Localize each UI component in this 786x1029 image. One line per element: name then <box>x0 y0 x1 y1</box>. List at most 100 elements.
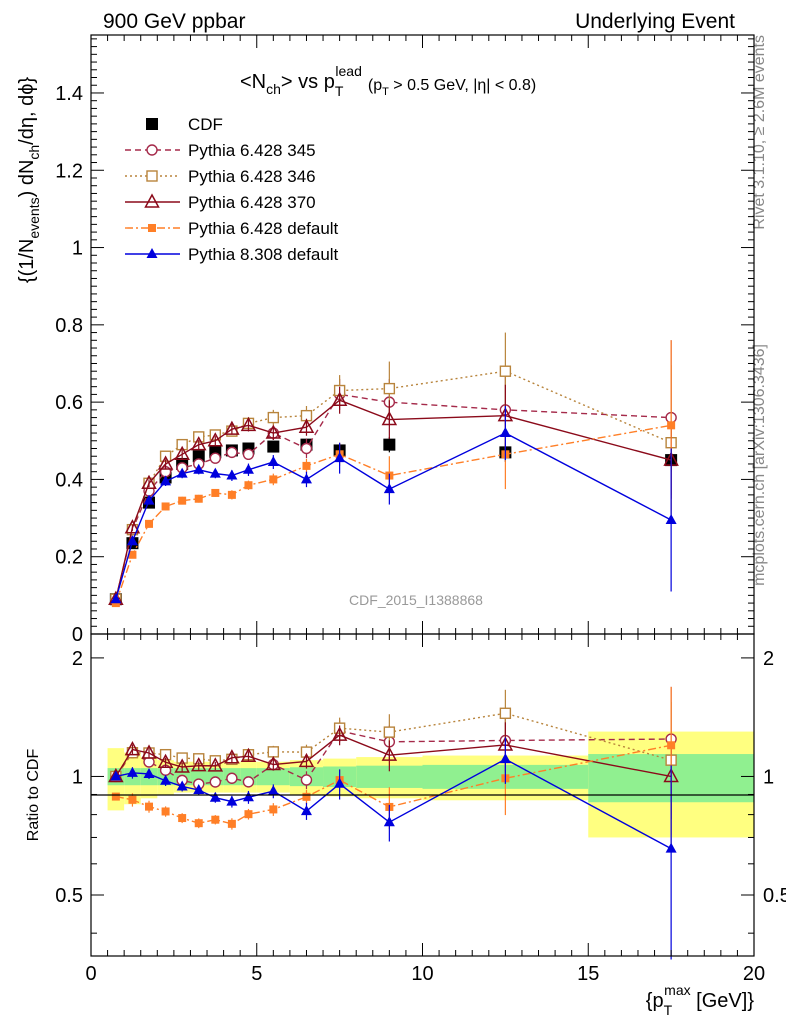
data-point <box>128 550 137 559</box>
series-p370 <box>108 384 679 605</box>
ratio-point <box>267 746 280 758</box>
ratio-point <box>226 795 238 806</box>
ratio-point <box>143 767 155 778</box>
legend-label: CDF <box>188 115 223 134</box>
legend-marker <box>148 224 156 232</box>
plot-title: <Nch> vs pTlead(pT > 0.5 GeV, |η| < 0.8) <box>240 63 536 99</box>
legend-label: Pythia 6.428 345 <box>188 141 316 160</box>
data-point <box>226 469 238 480</box>
main-panel-series <box>108 332 679 608</box>
mcplots-label: mcplots.cern.ch [arXiv:1306.3436] <box>751 344 768 586</box>
legend-item-p6def: Pythia 6.428 default <box>125 219 339 238</box>
xlabel: {pTmax [GeV]} <box>646 982 755 1018</box>
data-point <box>302 461 311 470</box>
ratio-tick-label-left: 1 <box>72 766 83 788</box>
data-point <box>174 445 190 461</box>
ratio-point <box>157 753 174 769</box>
data-point <box>240 416 257 432</box>
legend: CDF Pythia 6.428 345 Pythia 6.428 346 Pythi… <box>125 115 339 264</box>
ratio-point <box>193 783 205 794</box>
ratio-point <box>665 842 677 853</box>
data-point <box>178 496 187 505</box>
ratio-point <box>226 772 238 784</box>
ratio-point <box>300 805 312 816</box>
data-point <box>193 463 205 474</box>
legend-label: Pythia 6.428 370 <box>188 193 316 212</box>
ratio-panel-series <box>108 686 679 960</box>
ratio-tick-label-right: 0.5 <box>763 885 786 907</box>
data-point <box>224 420 240 435</box>
data-point <box>383 483 395 494</box>
ratio-point <box>178 814 187 823</box>
ratio-point <box>224 749 240 764</box>
legend-marker <box>146 248 158 258</box>
data-point <box>300 442 313 455</box>
rivet-label: Rivet 3.1.10, ≥ 2.6M events <box>751 35 768 230</box>
ratio-point <box>381 746 398 761</box>
legend-item-p8: Pythia 8.308 default <box>125 245 339 264</box>
main-ylabel: {(1/Nevents) dNch/dη, dϕ} <box>16 77 42 284</box>
ratio-point <box>161 807 170 816</box>
legend-label: Pythia 8.308 default <box>188 245 339 264</box>
data-point <box>383 438 396 451</box>
x-tick-label: 15 <box>577 963 599 985</box>
band-inner <box>256 768 290 786</box>
ratio-point <box>265 755 282 771</box>
data-point <box>145 519 154 528</box>
ratio-point <box>110 770 122 781</box>
ratio-tick-label-right: 1 <box>763 766 774 788</box>
data-point <box>176 467 188 478</box>
data-point <box>242 463 254 474</box>
data-point <box>124 519 141 534</box>
legend-item-p345: Pythia 6.428 345 <box>125 141 316 160</box>
analysis-id: CDF_2015_I1388868 <box>349 592 483 608</box>
cdf-uncertainty-bands <box>107 731 754 838</box>
ratio-point <box>207 757 224 772</box>
data-point <box>665 513 677 524</box>
legend-marker <box>146 170 158 182</box>
data-point <box>383 382 396 395</box>
data-point <box>190 436 207 451</box>
data-point <box>110 593 122 604</box>
data-point <box>209 452 222 464</box>
data-point <box>267 440 280 453</box>
ratio-point <box>174 758 190 773</box>
data-point <box>161 502 170 511</box>
data-point <box>226 446 238 459</box>
data-point <box>242 448 255 460</box>
legend-marker <box>146 144 158 156</box>
ratio-point <box>242 776 255 788</box>
legend-item-p346: Pythia 6.428 346 <box>125 167 316 186</box>
data-point <box>267 411 280 424</box>
data-point <box>499 365 512 377</box>
ratio-point <box>242 791 254 802</box>
ratio-point <box>267 785 279 796</box>
ratio-point <box>331 726 348 741</box>
ratio-line-p345 <box>115 730 672 785</box>
data-point <box>194 494 203 503</box>
x-tick-label: 10 <box>411 963 433 985</box>
data-point <box>207 432 224 447</box>
data-point <box>331 391 348 406</box>
data-point <box>499 427 511 438</box>
y-tick-label: 0.8 <box>55 315 83 337</box>
ratio-tick-label-left: 2 <box>72 648 83 670</box>
ratio-point <box>269 805 278 814</box>
ratio-point <box>383 816 395 827</box>
ratio-point <box>244 810 253 819</box>
data-point <box>209 467 221 478</box>
ratio-point <box>190 757 207 772</box>
data-point <box>160 475 172 486</box>
y-tick-label: 1.4 <box>55 83 83 105</box>
legend-label: Pythia 6.428 default <box>188 219 339 238</box>
ratio-point <box>499 753 511 764</box>
data-point <box>269 475 278 484</box>
data-point <box>300 473 312 484</box>
data-point <box>126 535 138 546</box>
data-point <box>265 424 282 439</box>
ratio-point <box>211 815 220 824</box>
x-tick-label: 20 <box>743 963 765 985</box>
y-tick-label: 1.2 <box>55 160 83 182</box>
ratio-point <box>334 777 346 788</box>
data-point <box>298 418 315 433</box>
